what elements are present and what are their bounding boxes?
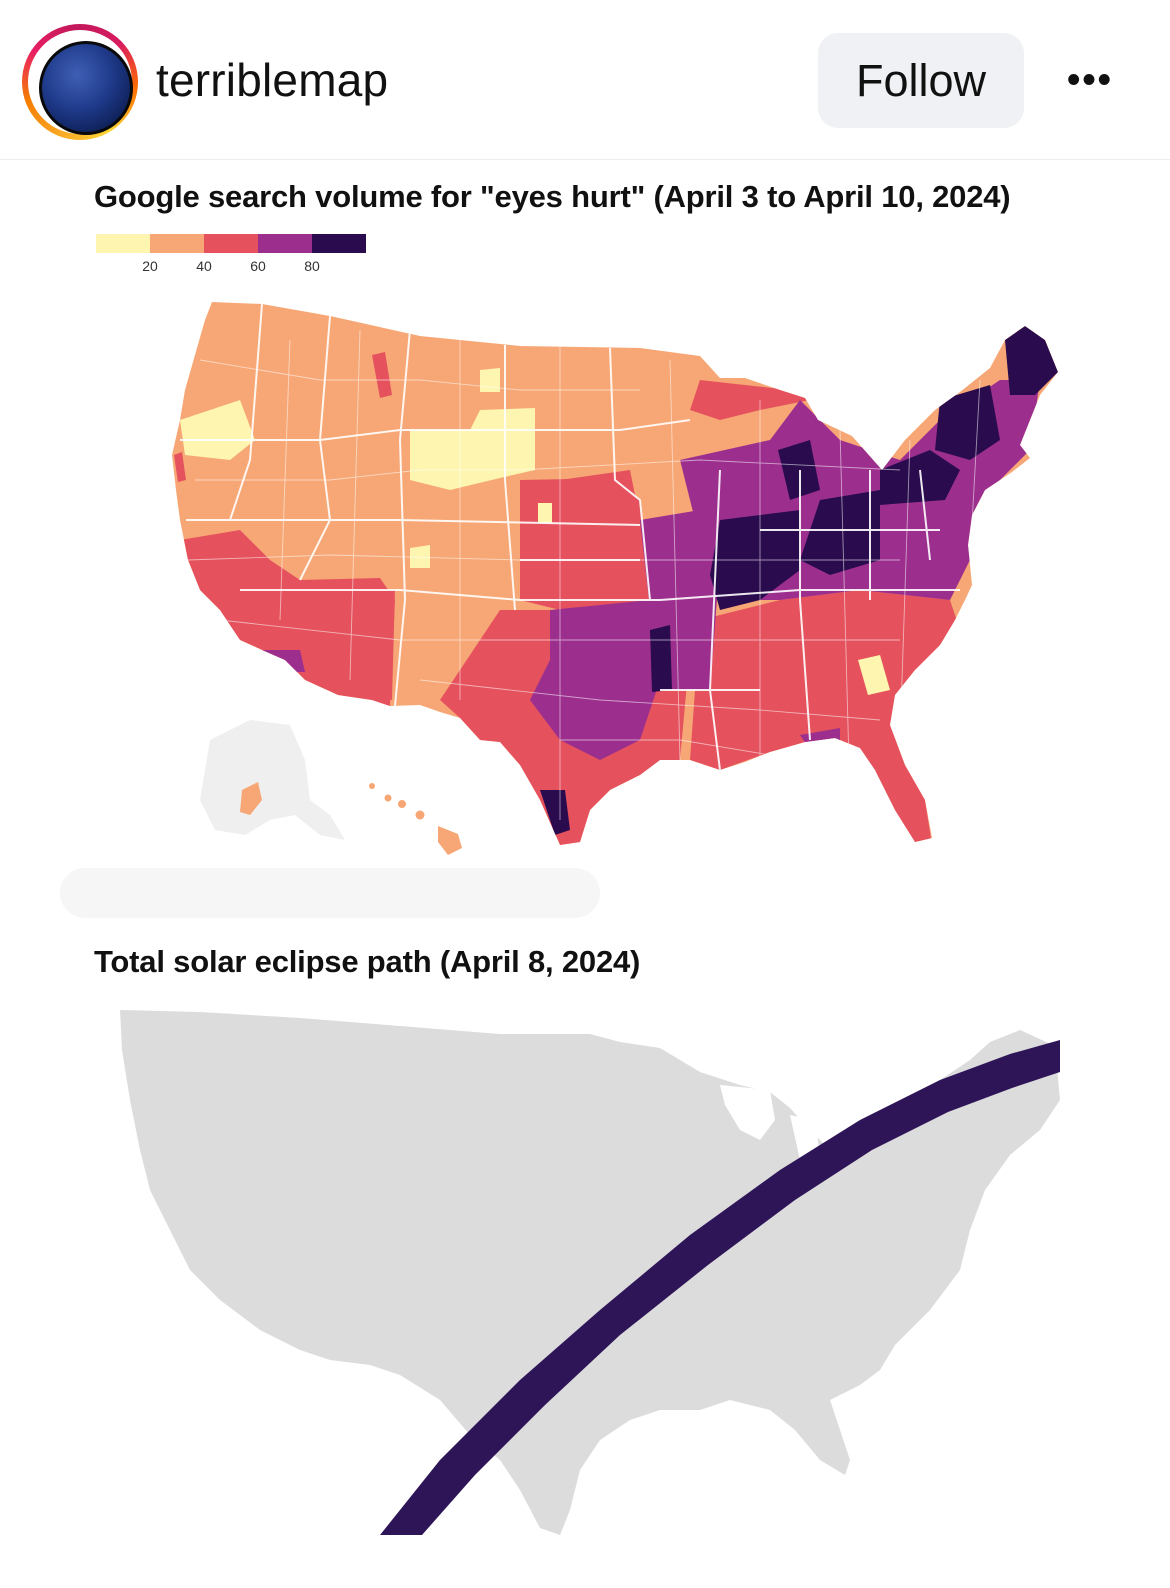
legend-swatch-2 (150, 234, 204, 253)
region-very-high-texas-tip (540, 790, 570, 835)
more-options-icon[interactable]: ••• (1067, 59, 1113, 101)
hawaii-islands (369, 783, 462, 855)
region-very-high-vermont-nh (935, 385, 1000, 460)
region-medium-idaho-strip (372, 352, 392, 398)
region-medium-southeast (690, 590, 960, 845)
legend-swatch-4 (258, 234, 312, 253)
alaska-shape (200, 720, 345, 840)
username[interactable]: terriblemap (156, 54, 389, 106)
avatar[interactable] (39, 41, 133, 135)
eclipse-path-map (120, 1010, 1060, 1535)
region-very-high-maine (1005, 326, 1058, 395)
search-volume-map (60, 302, 1058, 918)
region-very-low-utah-dot (410, 545, 430, 568)
legend-swatch-5 (312, 234, 366, 253)
legend-tick: 20 (142, 258, 158, 274)
alaska-region-low (240, 782, 262, 815)
region-medium-cal-coast (174, 452, 186, 482)
region-very-low-wyoming (410, 408, 535, 490)
us-land-grey (120, 1010, 1060, 1535)
legend-tick: 80 (304, 258, 320, 274)
story-ring[interactable] (22, 24, 138, 140)
region-very-high-arkansas (650, 625, 672, 692)
legend-swatch-3 (204, 234, 258, 253)
legend-tick: 60 (250, 258, 266, 274)
region-very-low-montana-dot (480, 368, 500, 392)
region-very-low-nebraska-dot (538, 503, 552, 523)
region-medium-north-michigan (690, 380, 810, 420)
region-very-low-oregon (180, 400, 255, 460)
great-lakes (720, 1085, 820, 1160)
follow-button[interactable]: Follow (818, 33, 1024, 128)
legend-tick: 40 (196, 258, 212, 274)
eclipse-path-band (380, 1040, 1060, 1535)
county-borders (187, 329, 981, 820)
map-footer-shadow (60, 868, 600, 918)
region-high-cal-south (262, 650, 305, 672)
region-medium-arizona (285, 590, 395, 700)
eclipse-map-title: Total solar eclipse path (April 8, 2024) (94, 944, 641, 979)
search-map-title: Google search volume for "eyes hurt" (Ap… (94, 179, 1011, 214)
region-very-high-ohio (800, 490, 880, 575)
region-very-low-georgia (858, 655, 890, 695)
map-legend: 20 40 60 80 (96, 234, 366, 274)
post-header: terriblemap Follow ••• (0, 0, 1170, 160)
legend-swatch-1 (96, 234, 150, 253)
